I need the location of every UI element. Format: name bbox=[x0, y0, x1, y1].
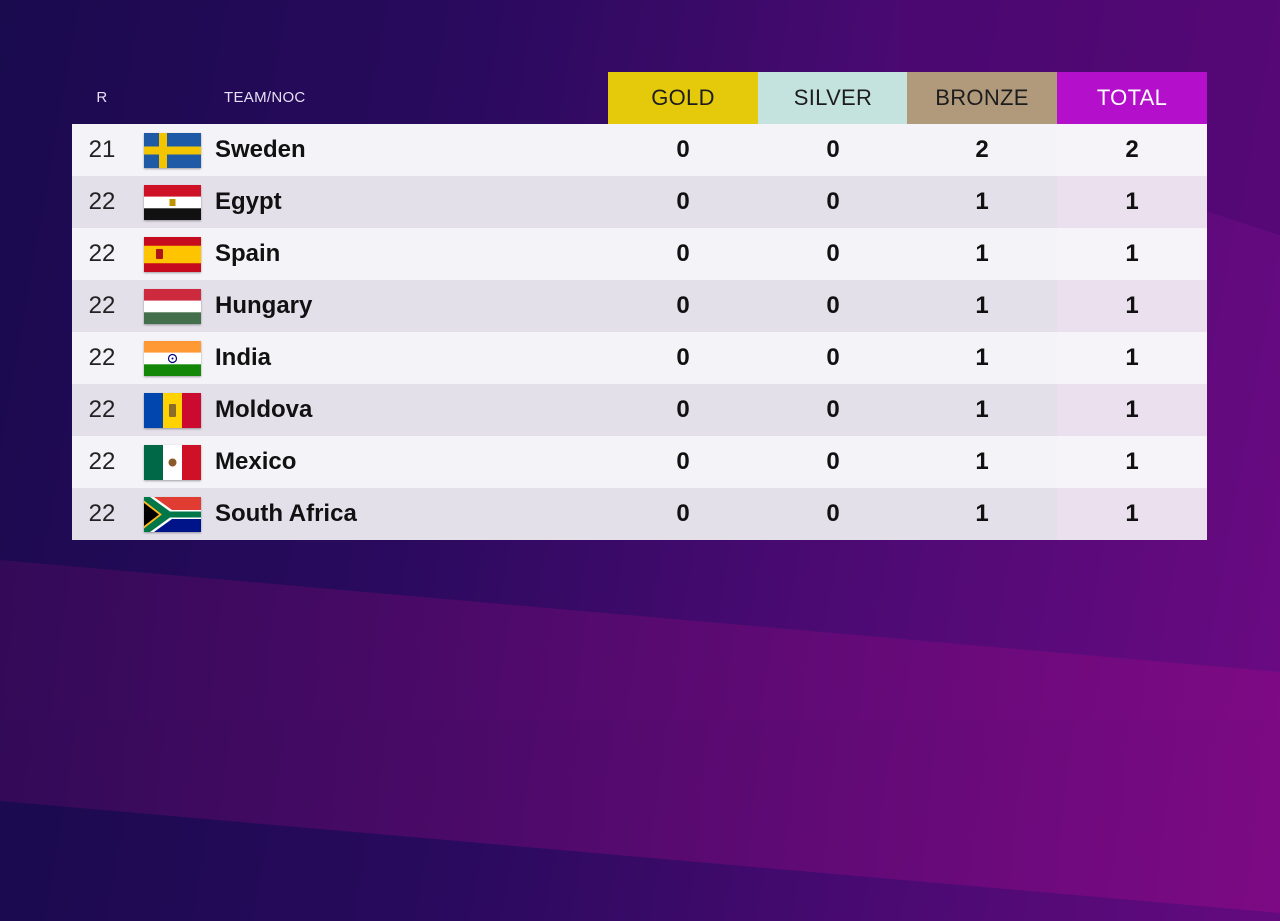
moldova-flag-icon bbox=[144, 393, 201, 428]
gold-count: 0 bbox=[676, 292, 690, 319]
south-africa-flag-icon bbox=[144, 497, 201, 532]
table-row: 22 Moldova 0 0 1 1 bbox=[72, 384, 1207, 436]
header-bronze: BRONZE bbox=[907, 72, 1057, 124]
silver-count: 0 bbox=[826, 448, 840, 475]
rank-cell: 22 bbox=[88, 344, 116, 371]
silver-count: 0 bbox=[826, 188, 840, 215]
bronze-count: 2 bbox=[975, 136, 989, 163]
silver-count: 0 bbox=[826, 500, 840, 527]
bronze-count: 1 bbox=[975, 396, 989, 423]
total-count: 1 bbox=[1057, 436, 1207, 488]
header-silver: SILVER bbox=[758, 72, 908, 124]
team-name: Spain bbox=[215, 240, 281, 267]
bronze-count: 1 bbox=[975, 240, 989, 267]
bronze-count: 1 bbox=[975, 188, 989, 215]
total-count: 1 bbox=[1057, 228, 1207, 280]
india-flag-icon bbox=[144, 341, 201, 376]
team-name: Moldova bbox=[215, 396, 313, 423]
total-count: 1 bbox=[1057, 384, 1207, 436]
rank-cell: 22 bbox=[88, 188, 116, 215]
header-gold: GOLD bbox=[608, 72, 758, 124]
silver-count: 0 bbox=[826, 396, 840, 423]
table-row: 22 South Africa 0 0 1 1 bbox=[72, 488, 1207, 540]
table-row: 22 India 0 0 1 1 bbox=[72, 332, 1207, 384]
gold-count: 0 bbox=[676, 448, 690, 475]
total-count: 1 bbox=[1057, 280, 1207, 332]
background-shape-bottom bbox=[0, 559, 1280, 921]
bronze-count: 1 bbox=[975, 292, 989, 319]
header-total: TOTAL bbox=[1057, 72, 1207, 124]
bronze-count: 1 bbox=[975, 448, 989, 475]
gold-count: 0 bbox=[676, 344, 690, 371]
total-count: 1 bbox=[1057, 332, 1207, 384]
total-count: 2 bbox=[1057, 124, 1207, 176]
header-rank: R bbox=[96, 89, 108, 106]
gold-count: 0 bbox=[676, 240, 690, 267]
egypt-flag-icon bbox=[144, 185, 201, 220]
header-team: TEAM/NOC bbox=[224, 89, 306, 106]
team-name: Sweden bbox=[215, 136, 306, 163]
rank-cell: 22 bbox=[88, 292, 116, 319]
table-header: R TEAM/NOC GOLD SILVER BRONZE TOTAL bbox=[72, 72, 1207, 124]
spain-flag-icon bbox=[144, 237, 201, 272]
rank-cell: 22 bbox=[88, 500, 116, 527]
table-body: 21 Sweden 0 0 2 2 22 Egypt 0 0 1 1 22 bbox=[72, 124, 1207, 540]
table-row: 22 Egypt 0 0 1 1 bbox=[72, 176, 1207, 228]
total-count: 1 bbox=[1057, 176, 1207, 228]
silver-count: 0 bbox=[826, 344, 840, 371]
silver-count: 0 bbox=[826, 136, 840, 163]
mexico-flag-icon bbox=[144, 445, 201, 480]
bronze-count: 1 bbox=[975, 344, 989, 371]
team-name: Mexico bbox=[215, 448, 297, 475]
table-row: 22 Mexico 0 0 1 1 bbox=[72, 436, 1207, 488]
silver-count: 0 bbox=[826, 292, 840, 319]
team-name: India bbox=[215, 344, 272, 371]
table-row: 22 Hungary 0 0 1 1 bbox=[72, 280, 1207, 332]
team-name: Hungary bbox=[215, 292, 313, 319]
gold-count: 0 bbox=[676, 188, 690, 215]
bronze-count: 1 bbox=[975, 500, 989, 527]
team-name: Egypt bbox=[215, 188, 282, 215]
table-row: 21 Sweden 0 0 2 2 bbox=[72, 124, 1207, 176]
gold-count: 0 bbox=[676, 136, 690, 163]
hungary-flag-icon bbox=[144, 289, 201, 324]
total-count: 1 bbox=[1057, 488, 1207, 540]
gold-count: 0 bbox=[676, 396, 690, 423]
rank-cell: 22 bbox=[88, 396, 116, 423]
table-row: 22 Spain 0 0 1 1 bbox=[72, 228, 1207, 280]
rank-cell: 22 bbox=[88, 240, 116, 267]
sweden-flag-icon bbox=[144, 133, 201, 168]
gold-count: 0 bbox=[676, 500, 690, 527]
silver-count: 0 bbox=[826, 240, 840, 267]
medal-table: R TEAM/NOC GOLD SILVER BRONZE TOTAL 21 S… bbox=[72, 72, 1207, 540]
rank-cell: 22 bbox=[88, 448, 116, 475]
team-name: South Africa bbox=[215, 500, 357, 527]
rank-cell: 21 bbox=[88, 136, 116, 163]
